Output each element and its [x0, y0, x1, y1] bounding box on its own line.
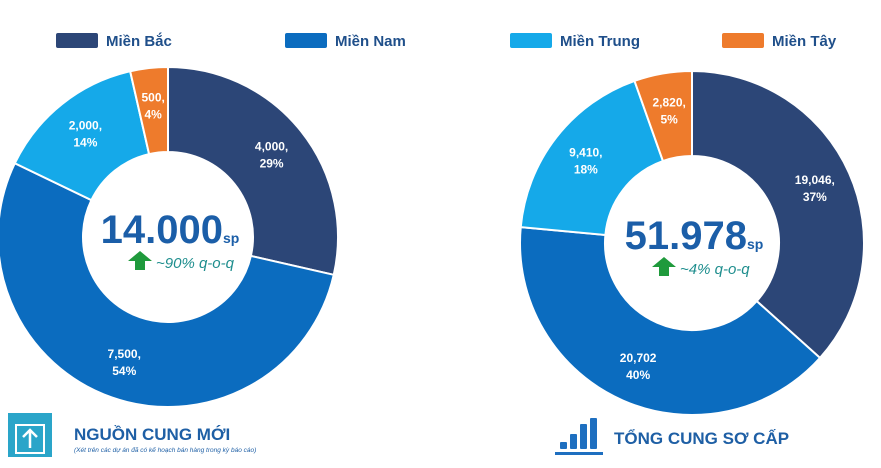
slice-label: 500, 4% — [141, 90, 164, 121]
up-arrow-icon — [652, 257, 676, 276]
slice — [128, 65, 169, 156]
value-label: 4,000, — [255, 139, 288, 153]
slice-label: 19,046, 37% — [795, 173, 835, 204]
slice — [167, 65, 339, 277]
change: ~90% q-o-q — [156, 255, 235, 272]
legend-swatch — [510, 33, 552, 48]
total-unit: sp — [747, 236, 763, 252]
value-label: 20,702 — [620, 351, 657, 365]
slice-label: 7,500, 54% — [108, 347, 141, 378]
legend-swatch — [56, 33, 98, 48]
share-label: 37% — [803, 190, 827, 204]
title-icon-bar — [590, 418, 597, 449]
legend-swatch — [722, 33, 764, 48]
legend-swatch — [285, 33, 327, 48]
slice-label: 2,000, 14% — [69, 118, 102, 149]
legend-label: Miền Tây — [772, 33, 837, 50]
title-icon-base — [555, 452, 603, 455]
total-value: 51.978 — [625, 214, 747, 258]
title-icon-arrow — [22, 428, 38, 448]
slice — [519, 226, 822, 416]
up-arrow-icon — [128, 251, 152, 270]
value-label: 7,500, — [108, 347, 141, 361]
value-label: 2,000, — [69, 118, 102, 132]
slice-label: 20,702 40% — [620, 351, 657, 382]
title-icon-bar — [570, 434, 577, 449]
chart-subtitle: (Xét trên các dự án đã có kế hoạch bán h… — [74, 446, 256, 454]
share-label: 18% — [574, 162, 598, 176]
change: ~4% q-o-q — [680, 261, 750, 278]
value-label: 9,410, — [569, 145, 602, 159]
slice — [0, 161, 335, 408]
slice — [13, 70, 151, 202]
chart-title: TỔNG CUNG SƠ CẤP — [614, 429, 789, 448]
title-icon-bar — [580, 424, 587, 449]
legend-label: Miền Trung — [560, 33, 640, 50]
total-value: 14.000 — [101, 208, 223, 252]
share-label: 40% — [626, 368, 650, 382]
share-label: 14% — [73, 135, 97, 149]
chart-title: NGUỒN CUNG MỚI — [74, 425, 230, 444]
value-label: 500, — [141, 90, 164, 104]
legend-label: Miền Nam — [335, 33, 406, 50]
total: 14.000sp — [101, 208, 240, 252]
share-label: 29% — [260, 156, 284, 170]
value-label: 2,820, — [652, 95, 685, 109]
slice — [691, 69, 865, 360]
legend-label: Miền Bắc — [106, 32, 172, 50]
total: 51.978sp — [625, 214, 764, 258]
slice — [519, 79, 665, 237]
total-unit: sp — [223, 230, 239, 246]
value-label: 19,046, — [795, 173, 835, 187]
share-label: 54% — [112, 364, 136, 378]
slice — [633, 69, 693, 163]
title-icon-bar — [560, 442, 567, 449]
slice-label: 2,820, 5% — [652, 95, 685, 126]
title-icon-inner — [15, 424, 45, 454]
slice-label: 4,000, 29% — [255, 139, 288, 170]
share-label: 4% — [144, 107, 162, 121]
share-label: 5% — [661, 112, 679, 126]
slice-label: 9,410, 18% — [569, 145, 602, 176]
